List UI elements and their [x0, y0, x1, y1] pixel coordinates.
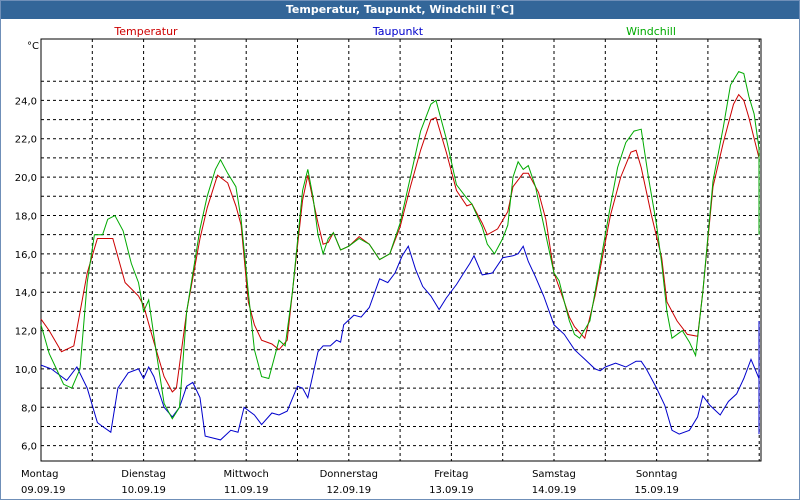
- x-tick-date: 10.09.19: [121, 485, 166, 496]
- x-tick-date: 11.09.19: [224, 485, 269, 496]
- y-tick-label: 24,0: [15, 96, 37, 107]
- y-tick-label: 6,0: [21, 442, 37, 453]
- x-tick-day: Samstag: [532, 469, 576, 480]
- x-tick-day: Montag: [21, 469, 58, 480]
- y-tick-label: 8,0: [21, 403, 37, 414]
- x-tick-day: Mittwoch: [224, 469, 269, 480]
- legend-entry-windchill: Windchill: [626, 25, 676, 38]
- series-line-windchill: [40, 70, 760, 420]
- x-tick-date: 14.09.19: [532, 485, 577, 496]
- y-tick-label: 18,0: [15, 211, 37, 222]
- legend-entry-taupunkt: Taupunkt: [372, 25, 424, 38]
- y-axis-label: °C: [27, 41, 39, 52]
- x-tick-date: 15.09.19: [634, 485, 679, 496]
- x-tick-date: 13.09.19: [429, 485, 474, 496]
- y-tick-label: 14,0: [15, 288, 37, 299]
- chart-title: Temperatur, Taupunkt, Windchill [°C]: [1, 1, 799, 19]
- x-tick-day: Freitag: [434, 469, 468, 480]
- x-tick-day: Sonntag: [636, 469, 678, 480]
- series-line-temperatur: [40, 93, 760, 393]
- series-line-taupunkt: [40, 245, 760, 441]
- x-tick-day: Donnerstag: [320, 469, 378, 480]
- x-tick-day: Dienstag: [121, 469, 166, 480]
- y-tick-label: 22,0: [15, 135, 37, 146]
- y-tick-label: 12,0: [15, 327, 37, 338]
- y-tick-label: 16,0: [15, 250, 37, 261]
- y-tick-label: 10,0: [15, 365, 37, 376]
- x-tick-date: 09.09.19: [21, 485, 66, 496]
- legend-entry-temperatur: Temperatur: [113, 25, 178, 38]
- y-tick-label: 20,0: [15, 173, 37, 184]
- plot-area: [40, 38, 762, 462]
- x-tick-date: 12.09.19: [327, 485, 372, 496]
